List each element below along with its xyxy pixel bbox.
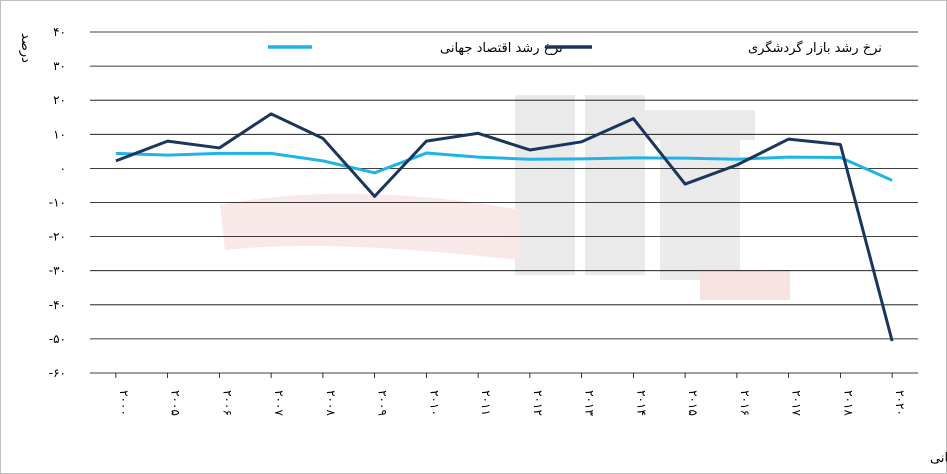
x-tick-label: ۲۰۰۵ [169, 390, 183, 416]
legend: نرخ رشد اقتصاد جهانی نرخ رشد بازار گردشگ… [268, 40, 882, 56]
x-tick-label: ۲۰۰۶ [220, 390, 234, 416]
y-tick-label: -۵۰ [49, 332, 66, 346]
y-tick-label: ۴۰ [53, 25, 66, 39]
series-line-economy [115, 151, 893, 182]
x-tick-label: ۲۰۰۰ [117, 390, 131, 416]
y-tick-label: ۲۰ [53, 93, 66, 107]
x-tick-label: ۲۰۱۲ [531, 390, 545, 416]
y-tick-label: -۱۰ [49, 196, 66, 210]
y-axis-label: درصد [18, 33, 33, 63]
y-tick-label: -۴۰ [49, 298, 66, 312]
x-tick-label: ۲۰۲۰ [893, 390, 907, 416]
x-tick-label: ۲۰۰۹ [376, 390, 390, 416]
y-tick-label: ۱۰ [53, 127, 66, 141]
y-tick-label: -۳۰ [49, 264, 66, 278]
x-tick-label: ۲۰۰۷ [272, 390, 286, 416]
x-tick-label: ۲۰۱۰ [427, 390, 441, 416]
legend-label-economy: نرخ رشد اقتصاد جهانی [440, 41, 563, 56]
watermark-logo [220, 95, 790, 300]
y-tick-label: ۰ [60, 161, 66, 175]
series-line-tourism [115, 112, 894, 342]
x-tick-label: ۲۰۱۱ [479, 390, 493, 416]
y-tick-label: ۳۰ [53, 59, 66, 73]
x-tick-label: ۲۰۱۵ [686, 390, 700, 416]
x-tick-label: ۲۰۱۳ [583, 390, 597, 416]
source-note: منبع: بانک جهانی [930, 451, 947, 466]
y-tick-label: -۶۰ [49, 366, 66, 380]
x-tick-label: ۲۰۱۷ [790, 390, 804, 416]
x-tick-label: ۲۰۰۸ [324, 390, 338, 416]
y-tick-label: -۲۰ [49, 230, 66, 244]
x-tick-label: ۲۰۱۸ [841, 390, 855, 416]
x-tick-label: ۲۰۱۴ [634, 390, 648, 416]
legend-label-tourism: نرخ رشد بازار گردشگری [748, 40, 882, 56]
x-tick-label: ۲۰۱۶ [738, 390, 752, 416]
